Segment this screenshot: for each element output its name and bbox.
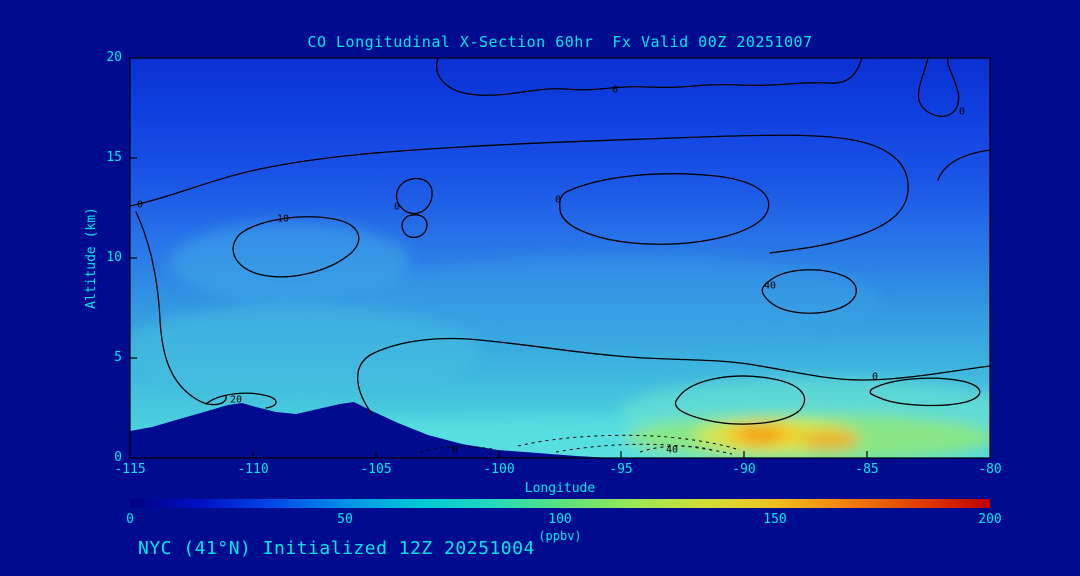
contour-label: 40 <box>665 444 679 456</box>
colorbar-tick-100: 100 <box>548 512 572 527</box>
contour-lines <box>130 58 990 425</box>
x-tick-n90: -90 <box>732 462 756 477</box>
y-tick-5: 5 <box>114 350 122 365</box>
y-tick-0: 0 <box>114 450 122 465</box>
contour-label: 0 <box>554 194 562 206</box>
contour-lines-dashed <box>419 434 737 455</box>
x-axis-label: Longitude <box>524 481 596 496</box>
colorbar-tick-0: 0 <box>126 512 134 527</box>
contour-label: 0 <box>611 84 619 96</box>
chart-title: CO Longitudinal X-Section 60hr Fx Valid … <box>307 33 813 51</box>
contour-label: 40 <box>763 280 777 292</box>
contour-label: 0 <box>451 444 459 456</box>
contour-label: 20 <box>229 394 243 406</box>
contour-label: 0 <box>136 199 144 211</box>
run-info-text: NYC (41°N) Initialized 12Z 20251004 <box>138 538 535 559</box>
fill-band-patches <box>130 222 990 458</box>
x-tick-n80: -80 <box>978 462 1002 477</box>
y-tick-10: 10 <box>106 250 122 265</box>
colorbar-tick-200: 200 <box>978 512 1002 527</box>
x-tick-n100: -100 <box>483 462 515 477</box>
contour-label: 0 <box>393 201 401 213</box>
x-tick-n110: -110 <box>237 462 269 477</box>
colorbar-gradient <box>130 499 990 508</box>
contour-label: 0 <box>871 371 879 383</box>
contour-label: 0 <box>958 106 966 118</box>
colorbar-unit-label: (ppbv) <box>538 529 582 543</box>
x-tick-n85: -85 <box>855 462 879 477</box>
y-tick-20: 20 <box>106 50 122 65</box>
contour-label: 10 <box>276 213 290 225</box>
terrain-silhouette <box>130 402 612 458</box>
x-tick-n105: -105 <box>360 462 392 477</box>
x-tick-n115: -115 <box>114 462 146 477</box>
x-tick-n95: -95 <box>609 462 633 477</box>
colorbar-tick-150: 150 <box>763 512 787 527</box>
colorbar-tick-50: 50 <box>337 512 353 527</box>
y-tick-15: 15 <box>106 150 122 165</box>
plot-frame <box>129 57 991 459</box>
